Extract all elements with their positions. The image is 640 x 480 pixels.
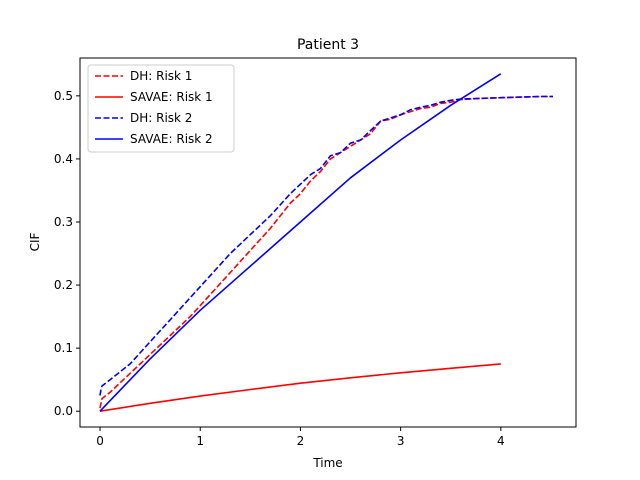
y-tick-label: 0.1 [54, 341, 73, 355]
legend-label-dh-risk-2: DH: Risk 2 [130, 111, 192, 125]
legend-box [87, 64, 235, 153]
x-tick-label: 2 [297, 434, 305, 448]
y-tick-label: 0.5 [54, 89, 73, 103]
axes-frame [79, 57, 577, 428]
legend-items: DH: Risk 1 SAVAE: Risk 1 DH: Risk 2 SAVAE: … [95, 69, 213, 146]
x-axis-ticks: 0 1 2 3 4 [96, 427, 505, 448]
legend-label-savae-risk-2: SAVAE: Risk 2 [130, 132, 213, 146]
x-tick-label: 1 [196, 434, 204, 448]
series-line-dh-risk-2 [99, 95, 553, 396]
x-tick-label: 0 [96, 434, 104, 448]
x-tick-label: 4 [497, 434, 505, 448]
y-tick-label: 0.4 [54, 152, 73, 166]
y-tick-label: 0.3 [54, 215, 73, 229]
series-line-savae-risk-1 [99, 363, 501, 412]
legend-label-savae-risk-1: SAVAE: Risk 1 [130, 90, 213, 104]
chart-title: Patient 3 [297, 37, 359, 53]
y-tick-label: 0.0 [54, 404, 73, 418]
y-tick-label: 0.2 [54, 278, 73, 292]
legend-label-dh-risk-1: DH: Risk 1 [130, 69, 192, 83]
series-line-savae-risk-2 [99, 73, 502, 412]
y-axis-label: CIF [28, 232, 42, 251]
plot-lines [99, 73, 553, 412]
legend: DH: Risk 1 SAVAE: Risk 1 DH: Risk 2 SAVAE: … [87, 64, 235, 153]
x-tick-label: 3 [397, 434, 405, 448]
x-axis-label: Time [312, 456, 342, 470]
y-axis-ticks: 0.0 0.1 0.2 0.3 0.4 0.5 [54, 89, 80, 418]
